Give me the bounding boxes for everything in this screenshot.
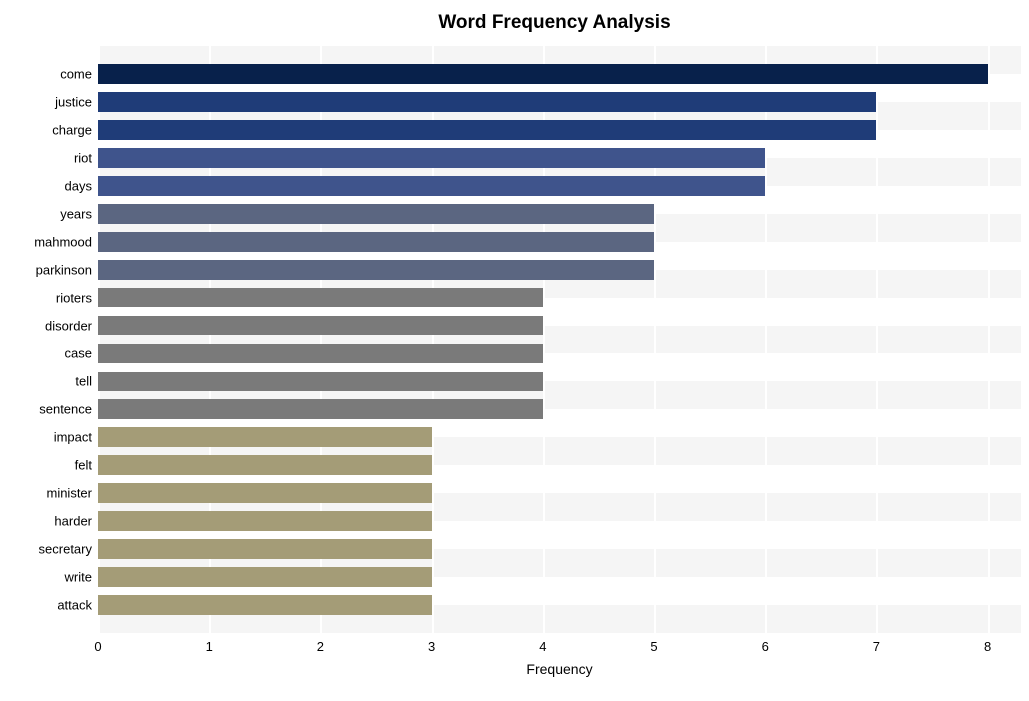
- x-tick-label: 3: [428, 639, 435, 654]
- y-tick-label: charge: [52, 122, 92, 137]
- y-tick-label: attack: [57, 598, 92, 613]
- x-tick-label: 6: [762, 639, 769, 654]
- bar: [98, 511, 432, 531]
- grid-line: [876, 46, 878, 633]
- bar: [98, 120, 876, 140]
- bar: [98, 260, 654, 280]
- grid-line: [988, 46, 990, 633]
- bar: [98, 372, 543, 392]
- y-tick-label: parkinson: [36, 262, 92, 277]
- bar: [98, 64, 988, 84]
- x-tick-label: 8: [984, 639, 991, 654]
- y-tick-label: years: [60, 206, 92, 221]
- bar: [98, 92, 876, 112]
- bar: [98, 204, 654, 224]
- bar: [98, 316, 543, 336]
- word-frequency-chart: Word Frequency Analysis comejusticecharg…: [8, 8, 1021, 693]
- y-tick-label: rioters: [56, 290, 92, 305]
- y-tick-label: impact: [54, 430, 92, 445]
- bar: [98, 232, 654, 252]
- bar: [98, 344, 543, 364]
- y-tick-label: tell: [75, 374, 92, 389]
- bar: [98, 399, 543, 419]
- y-tick-label: justice: [55, 94, 92, 109]
- chart-title: Word Frequency Analysis: [8, 8, 1021, 34]
- x-tick-label: 0: [94, 639, 101, 654]
- y-tick-label: come: [60, 66, 92, 81]
- bar: [98, 176, 765, 196]
- bar: [98, 483, 432, 503]
- y-tick-label: felt: [75, 458, 92, 473]
- x-tick-label: 5: [650, 639, 657, 654]
- bar: [98, 148, 765, 168]
- bar: [98, 595, 432, 615]
- plot-area: comejusticechargeriotdaysyearsmahmoodpar…: [98, 46, 1021, 633]
- bar: [98, 567, 432, 587]
- x-axis-title: Frequency: [526, 661, 592, 677]
- x-tick-label: 1: [206, 639, 213, 654]
- y-tick-label: disorder: [45, 318, 92, 333]
- y-tick-label: write: [65, 570, 92, 585]
- bar: [98, 455, 432, 475]
- x-tick-label: 4: [539, 639, 546, 654]
- y-tick-label: case: [65, 346, 92, 361]
- x-tick-label: 2: [317, 639, 324, 654]
- y-tick-label: mahmood: [34, 234, 92, 249]
- y-tick-label: sentence: [39, 402, 92, 417]
- y-tick-label: minister: [46, 486, 92, 501]
- bar: [98, 539, 432, 559]
- x-tick-label: 7: [873, 639, 880, 654]
- y-tick-label: harder: [54, 514, 92, 529]
- y-tick-label: riot: [74, 150, 92, 165]
- y-tick-label: secretary: [39, 542, 92, 557]
- bar: [98, 288, 543, 308]
- y-tick-label: days: [65, 178, 92, 193]
- bar: [98, 427, 432, 447]
